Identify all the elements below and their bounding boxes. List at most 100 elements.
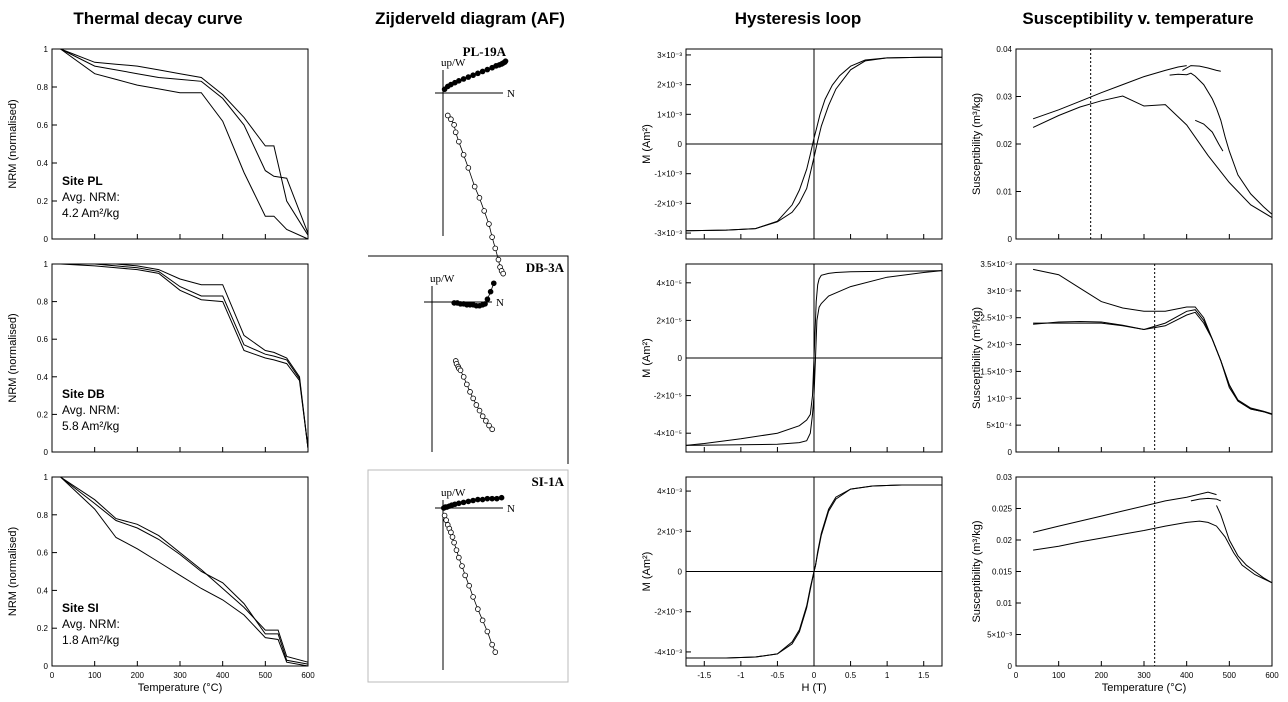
y-tick-label: 0	[678, 354, 683, 363]
series-line-2	[1033, 520, 1273, 584]
x-tick-label: 600	[301, 671, 315, 680]
y-axis-label: M (Am²)	[641, 338, 653, 378]
x-tick-label: 300	[173, 671, 187, 680]
axis-label-up-w: up/W	[441, 57, 466, 69]
open-point	[486, 422, 492, 429]
series-line-3	[1182, 65, 1221, 72]
avg-nrm-label: Avg. NRM:	[62, 403, 120, 417]
open-point	[444, 112, 451, 119]
open-point	[467, 389, 473, 395]
axis-label-up-w: up/W	[441, 487, 466, 499]
series-line-4	[1216, 505, 1273, 584]
series-line-2	[685, 270, 943, 446]
x-tick-label: -0.5	[771, 671, 785, 680]
series-line-3	[60, 48, 309, 240]
y-tick-label: 5×10⁻⁴	[986, 421, 1012, 430]
y-tick-label: 0	[1008, 235, 1013, 244]
y-tick-label: 0	[1008, 662, 1013, 671]
y-tick-label: -2×10⁻³	[654, 199, 682, 208]
open-point	[470, 395, 476, 402]
series-line-1	[685, 56, 942, 232]
x-axis-label: Temperature (°C)	[1102, 682, 1186, 694]
avg-nrm-value: 5.8 Am²/kg	[62, 419, 119, 433]
open-point	[441, 512, 448, 519]
sample-label: SI-1A	[531, 474, 564, 489]
x-tick-label: 200	[131, 671, 145, 680]
open-point	[456, 138, 462, 145]
plot-frame	[1015, 48, 1273, 240]
filled-point	[475, 496, 481, 503]
diagram-border	[367, 469, 569, 683]
series-line-3	[1190, 497, 1221, 502]
x-tick-label: 100	[88, 671, 102, 680]
plot-frame	[1015, 263, 1273, 453]
filled-point	[465, 74, 472, 80]
x-tick-label: 200	[1095, 671, 1109, 680]
y-axis-label: M (Am²)	[641, 124, 653, 164]
x-tick-label: -1.5	[697, 671, 711, 680]
plot-frame	[1015, 476, 1273, 667]
x-tick-label: 0	[812, 671, 817, 680]
open-point	[479, 617, 486, 624]
filled-point	[460, 76, 467, 82]
y-tick-label: 2×10⁻³	[987, 341, 1012, 350]
site-label: Site PL	[62, 174, 103, 188]
filled-point	[494, 495, 500, 502]
open-point	[456, 554, 462, 561]
y-tick-label: 3×10⁻³	[657, 51, 682, 60]
filled-point	[470, 497, 476, 504]
zijderveld-zij-db3a: up/W N DB-3A	[368, 255, 569, 464]
axis-label-n: N	[507, 88, 515, 100]
y-tick-label: 0.4	[37, 373, 49, 382]
x-tick-label: 400	[1180, 671, 1194, 680]
y-axis-label: NRM (normalised)	[7, 99, 19, 188]
open-point	[479, 413, 486, 419]
open-point	[471, 183, 478, 190]
open-point	[473, 402, 480, 408]
open-point	[451, 539, 457, 546]
filled-point	[465, 498, 472, 505]
x-tick-label: 0	[50, 671, 55, 680]
y-tick-label: 0.01	[996, 599, 1012, 608]
y-axis-label: Susceptibility (m³/kg)	[971, 93, 983, 195]
zijderveld-zij-pl19a: up/W N PL-19A	[435, 44, 515, 277]
y-tick-label: 0.03	[996, 93, 1012, 102]
y-tick-label: -2×10⁻³	[654, 608, 682, 617]
axis-label-n: N	[496, 297, 504, 309]
filled-point	[490, 280, 497, 287]
open-point	[460, 374, 467, 380]
y-tick-label: 2×10⁻³	[657, 527, 682, 536]
y-axis-label: NRM (normalised)	[7, 313, 19, 402]
open-point	[500, 270, 506, 277]
y-tick-label: 0.6	[37, 335, 49, 344]
open-point	[476, 407, 483, 414]
open-point	[449, 534, 456, 540]
series-line-1	[60, 48, 309, 236]
x-axis-label: H (T)	[801, 682, 826, 694]
x-tick-label: -1	[737, 671, 745, 680]
y-tick-label: 2.5×10⁻³	[980, 314, 1012, 323]
x-tick-label: 1	[885, 671, 890, 680]
y-tick-label: 0.4	[37, 159, 49, 168]
avg-nrm-label: Avg. NRM:	[62, 617, 120, 631]
filled-point	[482, 301, 488, 307]
y-tick-label: 0.8	[37, 83, 49, 92]
open-point	[475, 606, 481, 612]
y-tick-label: 0	[678, 568, 683, 577]
open-point	[481, 208, 487, 214]
series-line-5	[1195, 119, 1224, 152]
site-label: Site SI	[62, 601, 99, 615]
plot-hyst-pl: -3×10⁻³ -2×10⁻³ -1×10⁻³ 0 1×10⁻³ 2×10⁻³ 3×10⁻³…	[641, 48, 943, 240]
header-susceptibility: Susceptibility v. temperature	[1022, 9, 1253, 28]
open-point	[492, 649, 499, 655]
y-tick-label: 1×10⁻³	[987, 394, 1012, 403]
open-point	[489, 234, 495, 240]
series-line-2	[686, 484, 942, 659]
sample-label: PL-19A	[463, 44, 507, 59]
plot-thermal-si: 0 0.2 0.4 0.6 0.8 1 0 100 200 300 400 500 600 NRM (no…	[7, 473, 315, 694]
x-tick-label: 1.5	[918, 671, 930, 680]
y-tick-label: 0	[44, 235, 49, 244]
filled-point	[498, 494, 505, 501]
y-tick-label: 3×10⁻³	[987, 287, 1012, 296]
